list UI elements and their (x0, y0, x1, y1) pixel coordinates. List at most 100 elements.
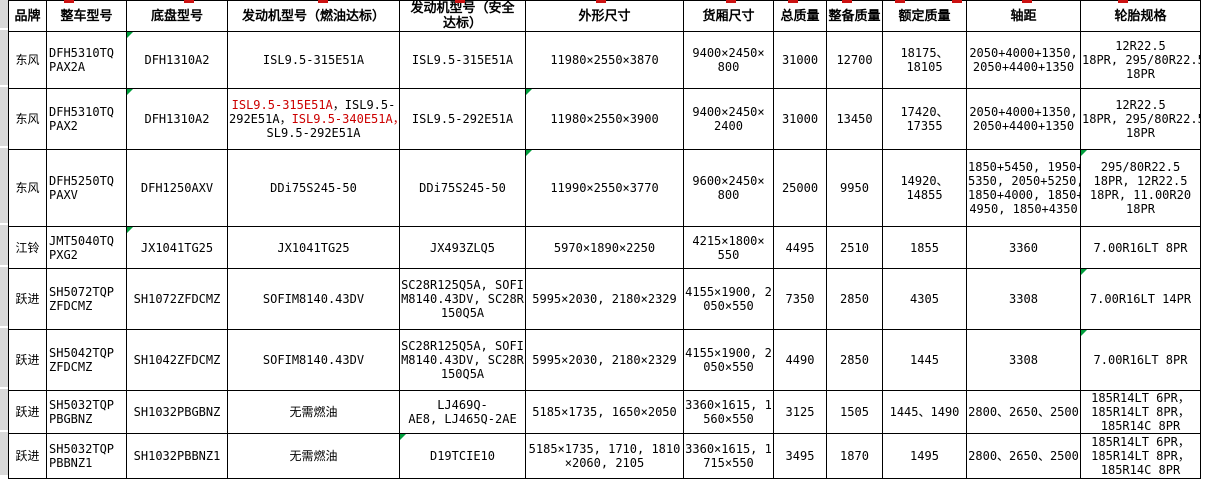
table-cell-r0-c6[interactable]: 9400×2450× 800 (683, 31, 774, 89)
table-cell-r2-c7[interactable]: 25000 (773, 149, 827, 227)
table-cell-r2-c3[interactable]: DDi75S245-50 (227, 149, 400, 227)
table-cell-r7-c1[interactable]: SH5032TQP PBBNZ1 (46, 433, 127, 479)
table-cell-r0-c4[interactable]: ISL9.5-315E51A (399, 31, 526, 89)
table-cell-r6-c7[interactable]: 3125 (773, 390, 827, 434)
table-cell-r0-c3[interactable]: ISL9.5-315E51A (227, 31, 400, 89)
table-cell-r4-c4[interactable]: SC28R125Q5A, SOFI M8140.43DV, SC28R 150Q… (399, 268, 526, 330)
table-cell-r7-c7[interactable]: 3495 (773, 433, 827, 479)
table-cell-r7-c10[interactable]: 2800、2650、2500 (966, 433, 1081, 479)
column-header-7[interactable]: 总质量 (773, 0, 827, 32)
table-cell-r5-c9[interactable]: 1445 (882, 329, 967, 391)
table-cell-r1-c11[interactable]: 12R22.5 18PR, 295/80R22.5 18PR (1080, 88, 1201, 150)
table-cell-r5-c10[interactable]: 3308 (966, 329, 1081, 391)
table-cell-r5-c7[interactable]: 4490 (773, 329, 827, 391)
table-cell-r6-c1[interactable]: SH5032TQP PBGBNZ (46, 390, 127, 434)
table-cell-r0-c10[interactable]: 2050+4000+1350, 2050+4400+1350 (966, 31, 1081, 89)
table-cell-r0-c1[interactable]: DFH5310TQ PAX2A (46, 31, 127, 89)
table-cell-r7-c5[interactable]: 5185×1735, 1710, 1810 ×2060, 2105 (525, 433, 684, 479)
table-cell-r5-c0[interactable]: 跃进 (8, 329, 47, 391)
table-cell-r7-c11[interactable]: 185R14LT 6PR， 185R14LT 8PR， 185R14C 8PR (1080, 433, 1201, 479)
table-cell-r3-c11[interactable]: 7.00R16LT 8PR (1080, 226, 1201, 269)
table-cell-r1-c0[interactable]: 东风 (8, 88, 47, 150)
table-cell-r4-c8[interactable]: 2850 (826, 268, 883, 330)
table-cell-r2-c1[interactable]: DFH5250TQ PAXV (46, 149, 127, 227)
table-cell-r6-c5[interactable]: 5185×1735, 1650×2050 (525, 390, 684, 434)
table-cell-r0-c11[interactable]: 12R22.5 18PR, 295/80R22.5 18PR (1080, 31, 1201, 89)
table-cell-r7-c8[interactable]: 1870 (826, 433, 883, 479)
table-cell-r3-c3[interactable]: JX1041TG25 (227, 226, 400, 269)
table-cell-r1-c1[interactable]: DFH5310TQ PAX2 (46, 88, 127, 150)
table-cell-r5-c8[interactable]: 2850 (826, 329, 883, 391)
column-header-3[interactable]: 发动机型号（燃油达标） (227, 0, 400, 32)
column-header-8[interactable]: 整备质量 (826, 0, 883, 32)
column-header-9[interactable]: 额定质量 (882, 0, 967, 32)
table-cell-r6-c9[interactable]: 1445、1490 (882, 390, 967, 434)
table-cell-r5-c1[interactable]: SH5042TQP ZFDCMZ (46, 329, 127, 391)
table-cell-r4-c1[interactable]: SH5072TQP ZFDCMZ (46, 268, 127, 330)
table-cell-r3-c2[interactable]: JX1041TG25 (126, 226, 228, 269)
column-header-10[interactable]: 轴距 (966, 0, 1081, 32)
table-cell-r2-c6[interactable]: 9600×2450× 800 (683, 149, 774, 227)
table-cell-r3-c8[interactable]: 2510 (826, 226, 883, 269)
table-cell-r7-c0[interactable]: 跃进 (8, 433, 47, 479)
table-cell-r5-c5[interactable]: 5995×2030, 2180×2329 (525, 329, 684, 391)
column-header-1[interactable]: 整车型号 (46, 0, 127, 32)
table-cell-r3-c9[interactable]: 1855 (882, 226, 967, 269)
table-cell-r4-c2[interactable]: SH1072ZFDCMZ (126, 268, 228, 330)
table-cell-r7-c6[interactable]: 3360×1615, 1 715×550 (683, 433, 774, 479)
table-cell-r0-c8[interactable]: 12700 (826, 31, 883, 89)
table-cell-r1-c5[interactable]: 11980×2550×3900 (525, 88, 684, 150)
table-cell-r2-c10[interactable]: 1850+5450, 1950+ 5350, 2050+5250, 1850+4… (966, 149, 1081, 227)
table-cell-r0-c7[interactable]: 31000 (773, 31, 827, 89)
table-cell-r6-c2[interactable]: SH1032PBGBNZ (126, 390, 228, 434)
table-cell-r5-c4[interactable]: SC28R125Q5A, SOFI M8140.43DV, SC28R 150Q… (399, 329, 526, 391)
table-cell-r4-c10[interactable]: 3308 (966, 268, 1081, 330)
column-header-4[interactable]: 发动机型号（安全 达标） (399, 0, 526, 32)
table-cell-r1-c9[interactable]: 17420、 17355 (882, 88, 967, 150)
table-cell-r6-c8[interactable]: 1505 (826, 390, 883, 434)
table-cell-r3-c1[interactable]: JMT5040TQ PXG2 (46, 226, 127, 269)
table-cell-r2-c9[interactable]: 14920、 14855 (882, 149, 967, 227)
table-cell-r4-c7[interactable]: 7350 (773, 268, 827, 330)
table-cell-r1-c4[interactable]: ISL9.5-292E51A (399, 88, 526, 150)
table-cell-r2-c5[interactable]: 11990×2550×3770 (525, 149, 684, 227)
table-cell-r1-c6[interactable]: 9400×2450× 2400 (683, 88, 774, 150)
table-cell-r2-c8[interactable]: 9950 (826, 149, 883, 227)
table-cell-r3-c5[interactable]: 5970×1890×2250 (525, 226, 684, 269)
table-cell-r7-c3[interactable]: 无需燃油 (227, 433, 400, 479)
column-header-11[interactable]: 轮胎规格 (1080, 0, 1201, 32)
table-cell-r2-c11[interactable]: 295/80R22.5 18PR, 12R22.5 18PR, 11.00R20… (1080, 149, 1201, 227)
table-cell-r5-c3[interactable]: SOFIM8140.43DV (227, 329, 400, 391)
table-cell-r0-c0[interactable]: 东风 (8, 31, 47, 89)
table-cell-r6-c11[interactable]: 185R14LT 6PR， 185R14LT 8PR， 185R14C 8PR (1080, 390, 1201, 434)
table-cell-r2-c2[interactable]: DFH1250AXV (126, 149, 228, 227)
table-cell-r7-c4[interactable]: D19TCIE10 (399, 433, 526, 479)
column-header-5[interactable]: 外形尺寸 (525, 0, 684, 32)
table-cell-r3-c10[interactable]: 3360 (966, 226, 1081, 269)
table-cell-r4-c0[interactable]: 跃进 (8, 268, 47, 330)
table-cell-r7-c2[interactable]: SH1032PBBNZ1 (126, 433, 228, 479)
table-cell-r3-c4[interactable]: JX493ZLQ5 (399, 226, 526, 269)
table-cell-r4-c9[interactable]: 4305 (882, 268, 967, 330)
table-cell-r4-c3[interactable]: SOFIM8140.43DV (227, 268, 400, 330)
table-cell-r0-c9[interactable]: 18175、 18105 (882, 31, 967, 89)
table-cell-r6-c10[interactable]: 2800、2650、2500 (966, 390, 1081, 434)
table-cell-r6-c6[interactable]: 3360×1615, 1 560×550 (683, 390, 774, 434)
table-cell-r0-c5[interactable]: 11980×2550×3870 (525, 31, 684, 89)
column-header-6[interactable]: 货厢尺寸 (683, 0, 774, 32)
table-cell-r7-c9[interactable]: 1495 (882, 433, 967, 479)
table-cell-r1-c3[interactable]: ISL9.5-315E51A，ISL9.5- 292E51A，ISL9.5-34… (227, 88, 400, 150)
table-cell-r1-c8[interactable]: 13450 (826, 88, 883, 150)
table-cell-r6-c4[interactable]: LJ469Q- AE8, LJ465Q-2AE (399, 390, 526, 434)
column-header-0[interactable]: 品牌 (8, 0, 47, 32)
table-cell-r2-c0[interactable]: 东风 (8, 149, 47, 227)
column-header-2[interactable]: 底盘型号 (126, 0, 228, 32)
table-cell-r4-c5[interactable]: 5995×2030, 2180×2329 (525, 268, 684, 330)
table-cell-r5-c11[interactable]: 7.00R16LT 8PR (1080, 329, 1201, 391)
table-cell-r3-c7[interactable]: 4495 (773, 226, 827, 269)
table-cell-r1-c7[interactable]: 31000 (773, 88, 827, 150)
table-cell-r0-c2[interactable]: DFH1310A2 (126, 31, 228, 89)
table-cell-r3-c0[interactable]: 江铃 (8, 226, 47, 269)
table-cell-r1-c2[interactable]: DFH1310A2 (126, 88, 228, 150)
table-cell-r2-c4[interactable]: DDi75S245-50 (399, 149, 526, 227)
